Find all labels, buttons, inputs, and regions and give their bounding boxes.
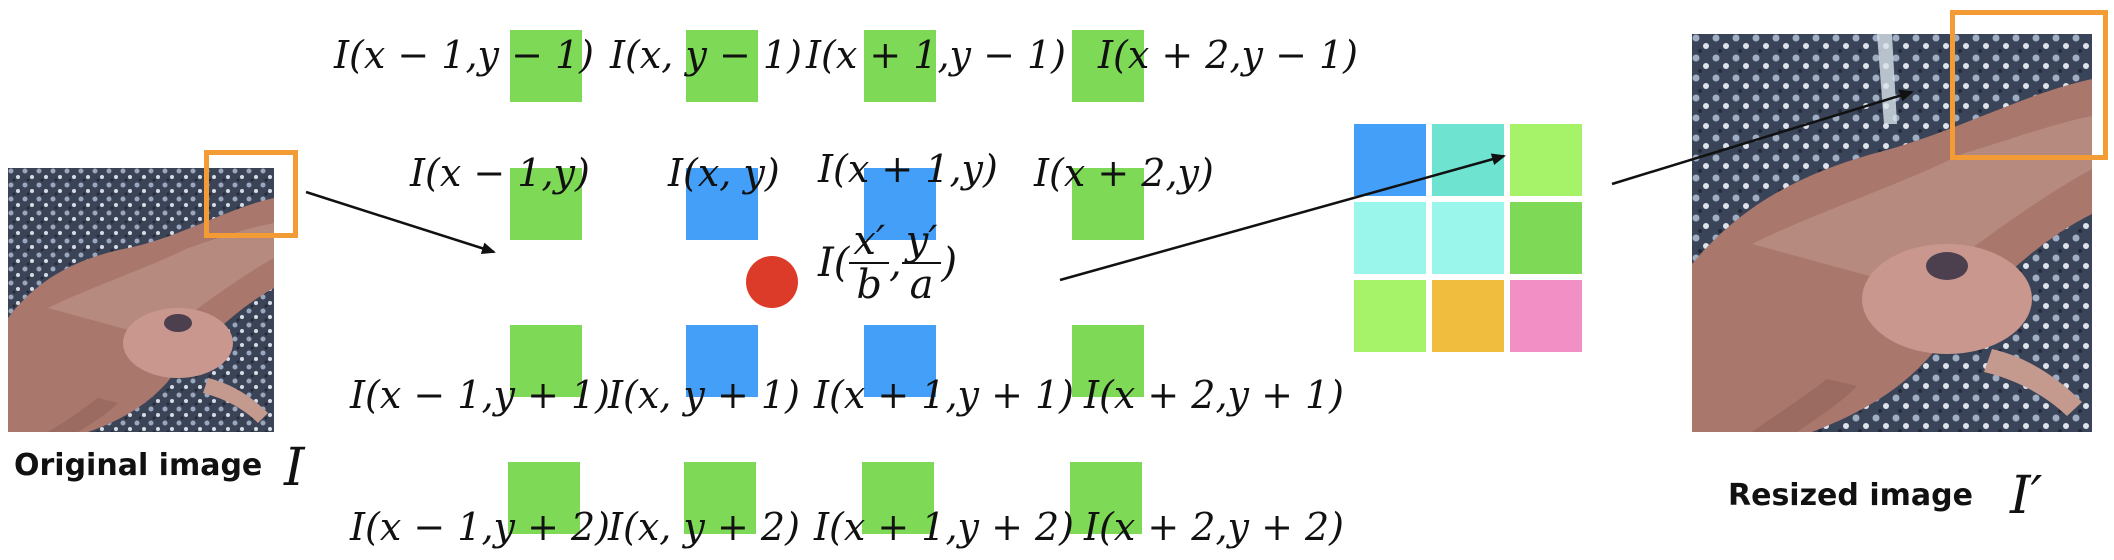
label-r0c0: I(x − 1,y − 1) <box>334 33 594 77</box>
grid-cell-1-2 <box>1510 202 1582 274</box>
x-fraction: x′ b <box>849 220 890 308</box>
pixel-square-r1c3 <box>1072 168 1144 240</box>
label-r3c0: I(x − 1,y + 2) <box>350 505 610 549</box>
original-image-photo <box>8 168 274 432</box>
label-r0c3: I(x + 2,y − 1) <box>1098 33 1358 77</box>
pixel-square-r3c1 <box>684 462 756 534</box>
pixel-square-r1c1 <box>686 168 758 240</box>
label-r1c0: I(x − 1,y) <box>410 151 590 195</box>
pixel-square-r1c0 <box>510 168 582 240</box>
label-r1c2: I(x + 1,y) <box>818 147 998 191</box>
pixel-square-r3c2 <box>862 462 934 534</box>
grid-cell-0-2 <box>1510 124 1582 196</box>
original-highlight-box <box>204 150 298 238</box>
pixel-square-r0c0 <box>510 30 582 102</box>
label-r2c3: I(x + 2,y + 1) <box>1084 373 1344 417</box>
pixel-square-r0c3 <box>1072 30 1144 102</box>
y-numerator: y′ <box>901 220 942 264</box>
grid-cell-1-0 <box>1354 202 1426 274</box>
label-r2c2: I(x + 1,y + 1) <box>814 373 1074 417</box>
x-denominator: b <box>856 262 883 308</box>
target-sep: , <box>889 240 902 286</box>
arrow-right-icon <box>1611 89 1914 186</box>
label-r3c1: I(x, y + 2) <box>608 505 800 549</box>
label-r0c2: I(x + 1,y − 1) <box>806 33 1066 77</box>
x-numerator: x′ <box>849 220 890 264</box>
newt-photo-icon <box>8 168 274 432</box>
red-dot-icon <box>746 256 798 308</box>
grid-cell-2-1 <box>1432 280 1504 352</box>
original-image-symbol: I <box>284 438 305 498</box>
pixel-square-r2c1 <box>686 325 758 397</box>
y-denominator: a <box>909 262 934 308</box>
arrow-right-icon <box>1059 153 1506 282</box>
pixel-square-r0c2 <box>864 30 936 102</box>
label-r3c2: I(x + 1,y + 2) <box>814 505 1074 549</box>
target-point-label: I(x′ b, y′ a) <box>818 220 957 306</box>
target-prefix: I( <box>818 240 850 286</box>
label-r2c1: I(x, y + 1) <box>608 373 800 417</box>
grid-cell-1-1 <box>1432 202 1504 274</box>
pixel-square-r2c0 <box>510 325 582 397</box>
resized-highlight-box <box>1950 10 2108 160</box>
grid-cell-2-2 <box>1510 280 1582 352</box>
original-image-caption: Original image <box>14 448 263 483</box>
label-r1c1: I(x, y) <box>668 151 780 195</box>
pixel-square-r2c2 <box>864 325 936 397</box>
label-r0c1: I(x, y − 1) <box>610 33 802 77</box>
grid-cell-0-0 <box>1354 124 1426 196</box>
resized-image-caption: Resized image <box>1728 478 1973 513</box>
grid-cell-2-0 <box>1354 280 1426 352</box>
label-r1c3: I(x + 2,y) <box>1034 151 1214 195</box>
pixel-square-r3c0 <box>508 462 580 534</box>
target-suffix: ) <box>941 240 958 286</box>
resized-image-symbol: I′ <box>2010 466 2043 526</box>
label-r2c0: I(x − 1,y + 1) <box>350 373 610 417</box>
pixel-square-r3c3 <box>1070 462 1142 534</box>
arrow-right-icon <box>305 190 496 255</box>
pixel-square-r2c3 <box>1072 325 1144 397</box>
y-fraction: y′ a <box>901 220 942 308</box>
label-r3c3: I(x + 2,y + 2) <box>1084 505 1344 549</box>
pixel-square-r1c2 <box>864 168 936 240</box>
pixel-square-r0c1 <box>686 30 758 102</box>
